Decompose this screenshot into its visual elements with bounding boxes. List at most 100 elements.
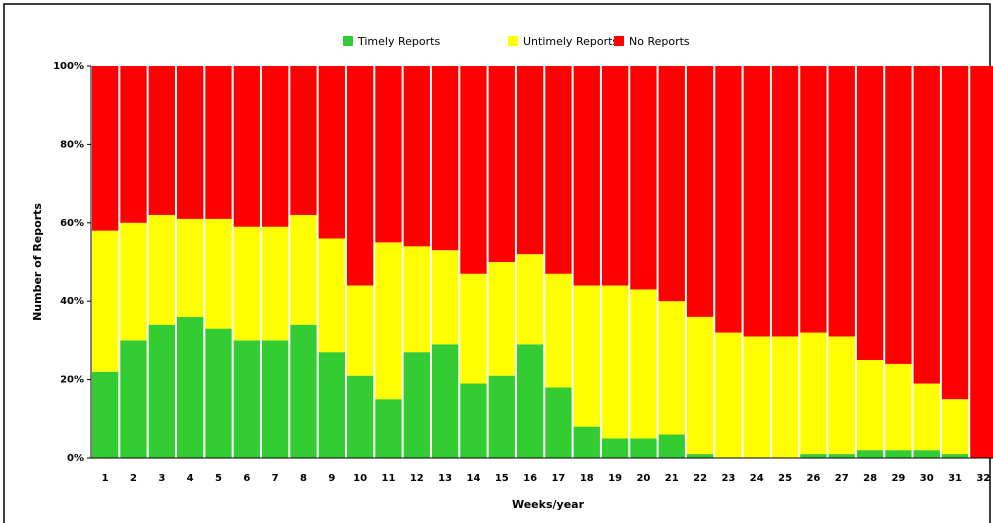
- bar-segment: [516, 66, 544, 255]
- bar-segment: [148, 324, 175, 458]
- bar-segment: [800, 66, 827, 333]
- bar-segment: [233, 340, 260, 458]
- bar-segment: [290, 324, 317, 458]
- x-tick-label: 13: [438, 473, 452, 484]
- bar-segment: [828, 336, 855, 455]
- x-tick-label: 31: [948, 473, 962, 484]
- bar-segment: [233, 226, 260, 341]
- x-tick-label: 17: [551, 473, 565, 484]
- bar-segment: [176, 218, 204, 317]
- bar-segment: [375, 399, 402, 458]
- bar-segment: [346, 66, 374, 286]
- y-tick-label: 100%: [53, 61, 84, 72]
- y-tick-label: 0%: [67, 453, 84, 464]
- x-tick-label: 10: [353, 473, 367, 484]
- bar-segment: [658, 434, 685, 458]
- x-tick-label: 5: [215, 473, 222, 484]
- bar-segment: [488, 66, 515, 262]
- x-tick-label: 30: [920, 473, 934, 484]
- bar-segment: [375, 242, 402, 400]
- bar-segment: [771, 336, 799, 458]
- bar-segment: [941, 399, 969, 455]
- bar-segment: [686, 316, 714, 455]
- bar-segment: [261, 66, 289, 227]
- bar-segment: [545, 387, 572, 458]
- bar-segment: [403, 246, 430, 353]
- bar-segment: [148, 66, 175, 215]
- y-axis-label: Number of Reports: [31, 203, 44, 321]
- bar-segment: [403, 352, 430, 458]
- x-tick-label: 8: [300, 473, 307, 484]
- bar-segment: [261, 226, 289, 341]
- x-tick-label: 19: [608, 473, 622, 484]
- bar-segment: [545, 273, 572, 388]
- bar-segment: [346, 375, 374, 458]
- bar-segment: [800, 454, 827, 458]
- bar-segment: [885, 363, 912, 451]
- bar-segment: [205, 66, 232, 219]
- bar-segment: [460, 66, 487, 274]
- bar-segment: [120, 340, 147, 458]
- x-tick-label: 24: [750, 473, 764, 484]
- x-tick-label: 27: [835, 473, 849, 484]
- bar-segment: [460, 383, 487, 458]
- x-tick-label: 6: [243, 473, 250, 484]
- bar-segment: [828, 454, 855, 458]
- bar-segment: [601, 285, 629, 439]
- y-tick-label: 60%: [60, 218, 84, 229]
- legend-label: No Reports: [629, 35, 690, 48]
- bar-segment: [970, 66, 993, 458]
- bar-segment: [828, 66, 855, 337]
- x-tick-label: 32: [976, 473, 990, 484]
- y-tick-label: 40%: [60, 296, 84, 307]
- bar-segment: [601, 438, 629, 458]
- bar-segment: [743, 336, 770, 458]
- bar-segment: [516, 254, 544, 345]
- bar-segment: [205, 218, 232, 329]
- bar-segment: [630, 438, 657, 458]
- bar-segment: [743, 66, 770, 337]
- bar-segment: [573, 285, 600, 427]
- x-tick-label: 22: [693, 473, 707, 484]
- bar-segment: [431, 66, 459, 251]
- x-tick-label: 25: [778, 473, 792, 484]
- bar-segment: [856, 450, 884, 458]
- x-tick-label: 3: [158, 473, 165, 484]
- bar-segment: [148, 214, 175, 325]
- x-tick-label: 23: [721, 473, 735, 484]
- bar-segment: [856, 66, 884, 360]
- legend-swatch: [343, 36, 353, 46]
- bar-segment: [686, 66, 714, 317]
- bar-segment: [488, 375, 515, 458]
- bar-segment: [630, 289, 657, 439]
- bar-segment: [941, 454, 969, 458]
- bar-segment: [261, 340, 289, 458]
- legend-swatch: [614, 36, 624, 46]
- bar-segment: [290, 214, 317, 325]
- bar-segment: [800, 332, 827, 455]
- bar-segment: [658, 301, 685, 435]
- bar-segment: [318, 238, 345, 353]
- bar-segment: [715, 332, 742, 458]
- legend-label: Timely Reports: [357, 35, 440, 48]
- bar-segment: [488, 262, 515, 376]
- bar-segment: [176, 316, 204, 458]
- x-tick-label: 18: [580, 473, 594, 484]
- bar-segment: [431, 250, 459, 345]
- x-tick-label: 29: [891, 473, 905, 484]
- bar-segment: [375, 66, 402, 243]
- bar-segment: [941, 66, 969, 400]
- bar-segment: [573, 426, 600, 458]
- x-tick-label: 28: [863, 473, 877, 484]
- bar-segment: [346, 285, 374, 376]
- x-tick-label: 14: [466, 473, 480, 484]
- x-tick-label: 4: [187, 473, 194, 484]
- x-tick-label: 2: [130, 473, 137, 484]
- x-tick-label: 21: [665, 473, 679, 484]
- bar-segment: [573, 66, 600, 286]
- bar-segment: [205, 328, 232, 458]
- bar-segment: [885, 66, 912, 364]
- bar-segment: [120, 222, 147, 341]
- bar-segment: [545, 66, 572, 274]
- legend-label: Untimely Reports: [523, 35, 618, 48]
